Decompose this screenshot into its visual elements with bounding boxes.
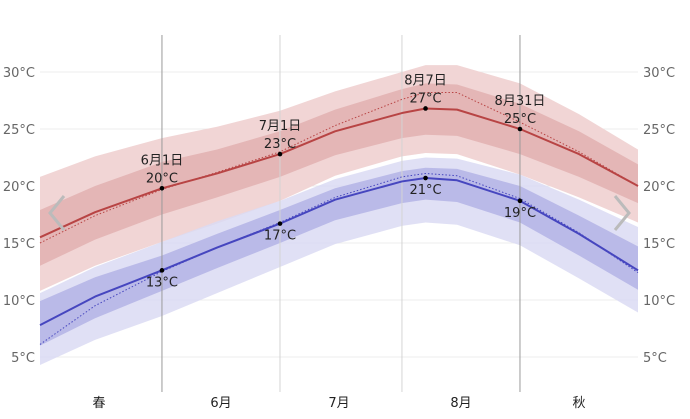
annotation-date: 8月7日 (404, 73, 447, 88)
y-tick-right: 25°C (643, 123, 675, 138)
low-marker (517, 198, 523, 204)
high-mean-line (39, 107, 639, 239)
annotation-date: 6月1日 (141, 153, 184, 168)
chevron-right-icon (613, 195, 631, 231)
prev-button[interactable] (46, 193, 70, 233)
x-axis-label: 8月 (450, 396, 471, 411)
annotation-value: 13°C (146, 275, 178, 290)
annotation-date: 8月31日 (495, 94, 546, 109)
x-axis-label: 春 (93, 396, 106, 411)
annotation-value: 20°C (146, 171, 178, 186)
annotation-value: 23°C (264, 137, 296, 152)
annotation-value: 27°C (409, 91, 441, 106)
high-marker (277, 151, 283, 157)
x-axis-label: 6月 (210, 396, 231, 411)
high-perceived-line (39, 92, 639, 244)
annotation-value: 25°C (504, 112, 536, 127)
annotation-value: 21°C (409, 183, 441, 198)
low-perceived-line (39, 172, 639, 345)
y-tick-right: 5°C (643, 351, 667, 366)
low-marker (159, 268, 165, 273)
x-axis-label: 秋 (572, 396, 585, 411)
next-button[interactable] (609, 193, 633, 233)
y-tick-left: 20°C (3, 180, 35, 195)
y-tick-right: 30°C (643, 66, 675, 81)
y-tick-right: 20°C (643, 180, 675, 195)
y-tick-left: 10°C (3, 294, 35, 309)
y-tick-right: 10°C (643, 294, 675, 309)
high-band-25-75 (40, 83, 638, 266)
x-axis-label: 7月 (328, 396, 349, 411)
annotation-date: 7月1日 (259, 119, 302, 134)
y-tick-left: 30°C (3, 66, 35, 81)
annotation-value: 17°C (264, 229, 296, 244)
high-marker (159, 185, 165, 191)
y-tick-left: 25°C (3, 123, 35, 138)
y-tick-left: 5°C (11, 351, 35, 366)
annotation-value: 19°C (504, 206, 536, 221)
low-band-25-75 (40, 167, 638, 346)
y-tick-left: 15°C (3, 237, 35, 252)
high-marker (517, 126, 523, 132)
chevron-left-icon (48, 195, 66, 231)
y-tick-right: 15°C (643, 237, 675, 252)
low-marker (277, 221, 283, 226)
low-marker (423, 175, 428, 181)
high-marker (423, 106, 428, 111)
low-mean-line (39, 177, 639, 326)
